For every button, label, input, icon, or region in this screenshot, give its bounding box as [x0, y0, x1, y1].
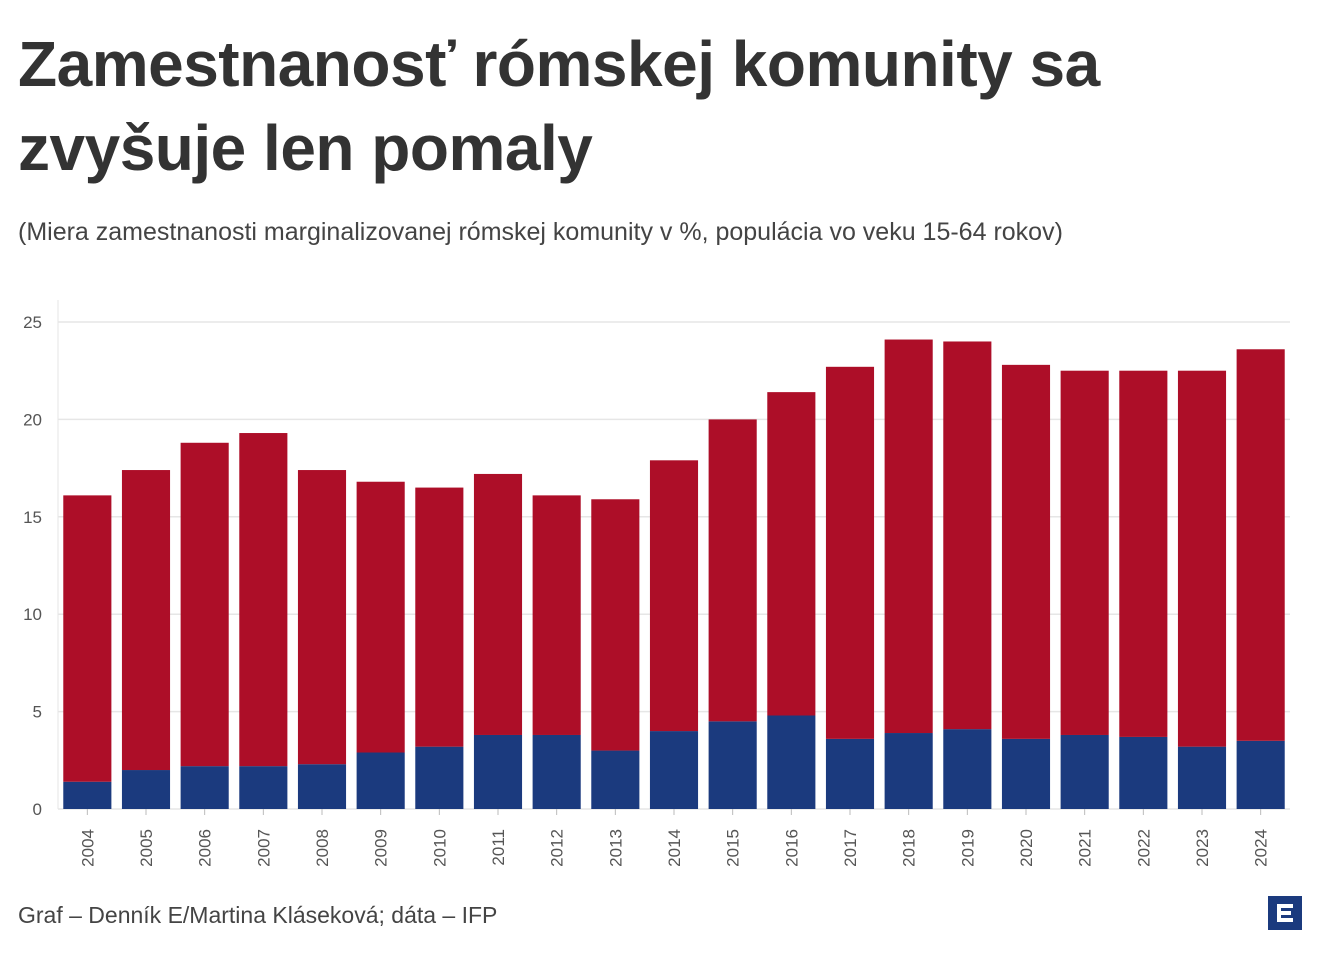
bar-segment — [884, 733, 933, 809]
bar-segment — [1001, 364, 1051, 739]
chart-subtitle: (Miera zamestnanosti marginalizovanej ró… — [18, 218, 1063, 246]
bar-segment — [473, 473, 523, 735]
x-tick-label: 2014 — [665, 829, 684, 867]
bar-segment — [63, 781, 112, 809]
bar-segment — [121, 770, 171, 809]
x-tick-label: 2009 — [372, 829, 391, 867]
x-tick-label: 2017 — [841, 829, 860, 867]
x-tick-label: 2019 — [958, 829, 977, 867]
logo — [1268, 896, 1302, 930]
x-tick-label: 2023 — [1193, 829, 1212, 867]
bar-segment — [415, 487, 464, 747]
source-note: Graf – Denník E/Martina Kláseková; dáta … — [18, 902, 498, 928]
bar-segment — [1060, 370, 1109, 735]
x-tick-label: 2015 — [724, 829, 743, 867]
bar-segment — [825, 738, 875, 809]
bar-segment — [1001, 738, 1051, 809]
bar-segment — [884, 339, 933, 734]
y-tick-label: 20 — [23, 410, 42, 429]
x-tick-label: 2004 — [78, 829, 97, 867]
bar-segment — [356, 752, 405, 809]
chart: 0 5 10 15 20 25 2004 2005 2006 2007 2008 2009 2010 20… — [23, 300, 1290, 867]
bar-segment — [825, 366, 875, 739]
bar-segment — [708, 419, 757, 722]
x-tick-label: 2010 — [430, 829, 449, 867]
y-tick-label: 5 — [33, 703, 42, 722]
x-tick-label: 2007 — [254, 829, 273, 867]
bar-segment — [1119, 370, 1168, 737]
bar-segment — [239, 433, 288, 767]
bar-segment — [180, 766, 229, 809]
y-tick-label: 15 — [23, 508, 42, 527]
y-tick-label: 25 — [23, 313, 42, 332]
bar-segment — [473, 734, 523, 809]
bar-segment — [649, 460, 699, 732]
x-tick-label: 2021 — [1076, 829, 1095, 867]
bar-segment — [1177, 370, 1227, 747]
bar-segment — [591, 750, 640, 809]
x-tick-label: 2016 — [782, 829, 801, 867]
logo-letter — [1277, 904, 1293, 922]
bar-segment — [121, 470, 171, 771]
bar-segment — [767, 392, 816, 716]
bar-segment — [239, 766, 288, 809]
bar-segment — [943, 729, 992, 809]
bar-segment — [591, 499, 640, 751]
bar-segment — [297, 470, 347, 765]
x-tick-label: 2013 — [606, 829, 625, 867]
y-tick-label: 10 — [23, 605, 42, 624]
bar-segment — [1119, 736, 1168, 809]
x-tick-label: 2022 — [1134, 829, 1153, 867]
bar-segment — [649, 731, 699, 809]
bar-segment — [1060, 734, 1109, 809]
x-tick-label: 2005 — [137, 829, 156, 867]
bar-segment — [297, 764, 347, 809]
x-tick-label: 2024 — [1252, 829, 1271, 867]
bar-segment — [532, 734, 581, 809]
bar-segment — [1236, 740, 1285, 809]
bar-segment — [943, 341, 992, 730]
chart-title: Zamestnanosť rómskej komunity sa zvyšuje… — [18, 28, 1100, 184]
bar-segment — [63, 495, 112, 782]
x-tick-label: 2018 — [900, 829, 919, 867]
x-tick-label: 2006 — [196, 829, 215, 867]
x-tick-label: 2011 — [489, 829, 508, 866]
bar-segment — [1236, 349, 1285, 741]
bar-segment — [1177, 746, 1227, 809]
bar-segment — [180, 442, 229, 767]
bar-segment — [356, 481, 405, 753]
bar-segment — [532, 495, 581, 735]
x-tick-label: 2012 — [548, 829, 567, 867]
y-tick-label: 0 — [33, 800, 42, 819]
bar-segment — [415, 746, 464, 809]
x-tick-label: 2020 — [1017, 829, 1036, 867]
x-tick-label: 2008 — [313, 829, 332, 867]
bar-segment — [767, 715, 816, 809]
bar-segment — [708, 721, 757, 809]
